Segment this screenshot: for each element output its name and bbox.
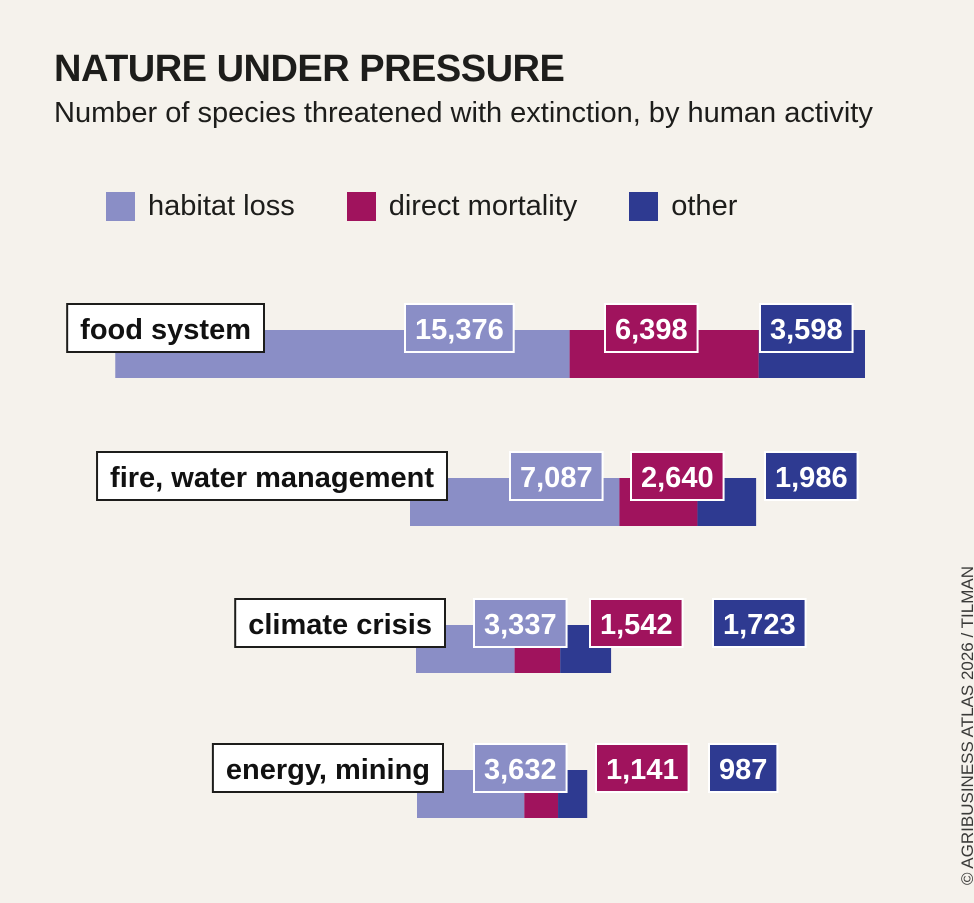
value-box-energy-mining-habitat-loss <box>473 743 568 793</box>
value-box-climate-crisis-habitat-loss <box>473 598 568 648</box>
category-box-fire-water-management <box>96 451 448 501</box>
category-box-climate-crisis <box>234 598 446 648</box>
value-box-energy-mining-direct-mortality <box>595 743 690 793</box>
category-label-fire-water-management: fire, water management <box>110 462 434 494</box>
value-label-fire-water-management-habitat-loss: 7,087 <box>520 462 593 494</box>
legend-swatch-habitat-loss <box>106 192 135 221</box>
legend-label-direct-mortality: direct mortality <box>388 190 578 222</box>
value-box-energy-mining-other <box>708 743 779 793</box>
value-label-climate-crisis-other: 1,723 <box>723 609 796 641</box>
value-label-energy-mining-direct-mortality: 1,141 <box>606 754 679 786</box>
value-label-fire-water-management-other: 1,986 <box>775 462 848 494</box>
value-box-food-system-other <box>759 303 854 353</box>
value-label-climate-crisis-direct-mortality: 1,542 <box>600 609 673 641</box>
value-box-food-system-habitat-loss <box>404 303 515 353</box>
chart-subtitle: Number of species threatened with extinc… <box>54 97 873 129</box>
legend-item-other: other <box>629 190 737 223</box>
chart-title: NATURE UNDER PRESSURE <box>54 48 565 90</box>
legend-label-other: other <box>671 190 738 222</box>
category-label-energy-mining: energy, mining <box>226 754 430 786</box>
category-box-food-system <box>66 303 265 353</box>
value-label-climate-crisis-habitat-loss: 3,337 <box>484 609 557 641</box>
value-label-food-system-other: 3,598 <box>770 314 843 346</box>
value-label-energy-mining-other: 987 <box>719 754 767 786</box>
category-label-climate-crisis: climate crisis <box>248 609 432 641</box>
legend-item-direct-mortality: direct mortality <box>346 190 578 223</box>
legend-label-habitat-loss: habitat loss <box>148 190 295 222</box>
value-box-fire-water-management-habitat-loss <box>509 451 604 501</box>
legend: habitat loss direct mortality other <box>106 190 789 223</box>
value-label-energy-mining-habitat-loss: 3,632 <box>484 754 557 786</box>
category-label-food-system: food system <box>80 314 251 346</box>
value-label-food-system-habitat-loss: 15,376 <box>415 314 504 346</box>
value-box-climate-crisis-direct-mortality <box>589 598 684 648</box>
value-box-food-system-direct-mortality <box>604 303 699 353</box>
category-box-energy-mining <box>211 743 444 793</box>
value-label-food-system-direct-mortality: 6,398 <box>615 314 688 346</box>
value-box-fire-water-management-direct-mortality <box>630 451 725 501</box>
credit-line: © AGRIBUSINESS ATLAS 2026 / TILMAN <box>958 566 974 885</box>
value-box-fire-water-management-other <box>764 451 859 501</box>
legend-swatch-other <box>629 192 659 221</box>
legend-swatch-direct-mortality <box>346 192 376 221</box>
value-box-climate-crisis-other <box>712 598 807 648</box>
legend-item-habitat-loss: habitat loss <box>106 190 295 223</box>
value-label-fire-water-management-direct-mortality: 2,640 <box>641 462 714 494</box>
